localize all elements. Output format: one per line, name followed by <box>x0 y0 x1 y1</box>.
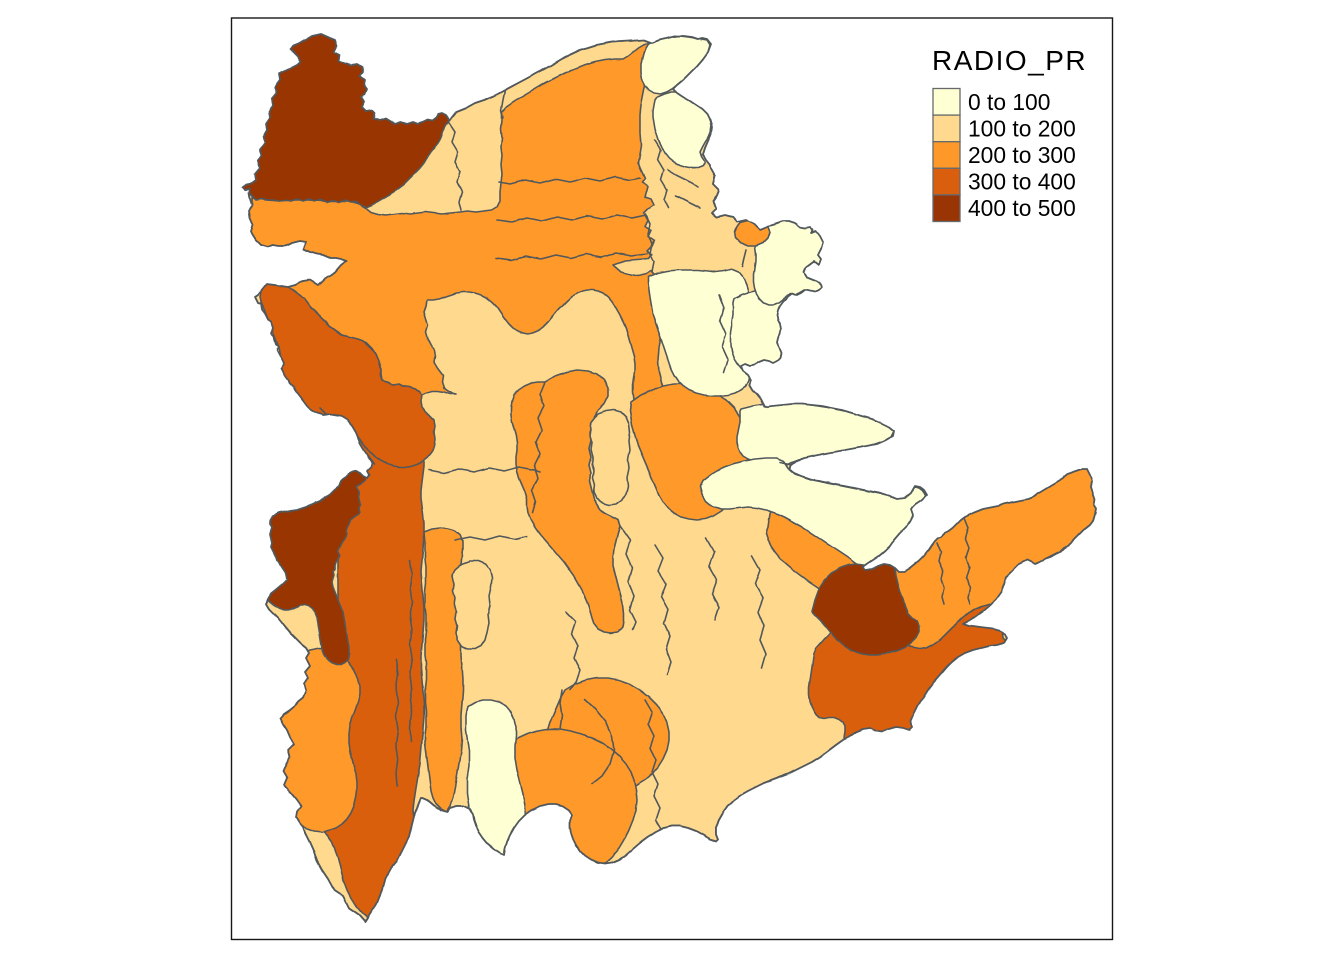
svg-text:400 to 500: 400 to 500 <box>968 195 1076 221</box>
svg-text:200 to 300: 200 to 300 <box>968 142 1076 168</box>
svg-text:0 to 100: 0 to 100 <box>968 89 1050 115</box>
svg-text:RADIO_PR: RADIO_PR <box>932 45 1087 76</box>
svg-text:300 to 400: 300 to 400 <box>968 169 1076 195</box>
svg-text:100 to 200: 100 to 200 <box>968 115 1076 141</box>
